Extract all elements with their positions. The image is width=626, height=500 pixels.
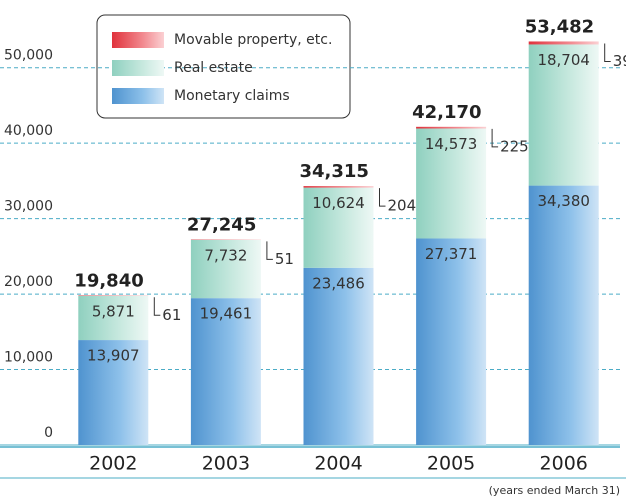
value-label: 14,573 [425, 135, 478, 153]
y-tick-label: 50,000 [4, 48, 53, 64]
legend-label: Movable property, etc. [174, 32, 332, 48]
bar-segment [78, 340, 149, 445]
total-label: 19,840 [74, 270, 143, 291]
y-tick-label: 20,000 [4, 274, 53, 290]
bar-segment [416, 128, 487, 239]
legend-swatch [112, 60, 164, 76]
value-label: 5,871 [92, 302, 135, 320]
y-tick-label: 40,000 [4, 123, 53, 139]
bar-segment [190, 239, 261, 299]
value-label: 397 [613, 52, 626, 70]
x-tick-label: 2004 [314, 453, 362, 475]
bar-segment [528, 185, 599, 445]
value-label: 19,461 [200, 305, 253, 323]
bar-segment [303, 187, 374, 268]
bar-segment [416, 238, 487, 445]
x-tick-label: 2003 [202, 453, 250, 475]
label-bracket [379, 188, 386, 207]
bar-segment [528, 41, 599, 45]
label-bracket [491, 128, 499, 148]
value-label: 10,624 [312, 194, 365, 212]
bar-segment [78, 295, 149, 341]
bar-segment [303, 267, 374, 445]
value-label: 27,371 [425, 245, 478, 263]
value-label: 225 [500, 137, 529, 155]
value-label: 204 [388, 197, 417, 215]
legend-swatch [112, 88, 164, 104]
value-label: 34,380 [537, 192, 590, 210]
value-label: 61 [162, 306, 181, 324]
total-label: 42,170 [412, 102, 481, 123]
value-label: 7,732 [204, 246, 247, 264]
label-bracket [266, 241, 273, 260]
value-label: 13,907 [87, 347, 140, 365]
total-label: 34,315 [300, 161, 369, 182]
total-label: 27,245 [187, 214, 256, 235]
bar-segment [303, 186, 374, 188]
legend-label: Monetary claims [174, 88, 290, 104]
legend-swatch [112, 32, 164, 48]
value-label: 51 [275, 250, 294, 268]
footnote: (years ended March 31) [489, 484, 620, 497]
x-tick-label: 2002 [89, 453, 137, 475]
value-label: 23,486 [312, 274, 365, 292]
value-label: 18,704 [537, 51, 590, 69]
x-tick-label: 2006 [540, 453, 588, 475]
bar-segment [416, 126, 487, 129]
y-tick-label: 10,000 [4, 350, 53, 366]
label-bracket [604, 43, 611, 62]
y-tick-label: 30,000 [4, 199, 53, 215]
label-bracket [153, 297, 161, 316]
x-tick-label: 2005 [427, 453, 475, 475]
bar-segment [528, 44, 599, 186]
bar-segment [190, 298, 261, 445]
legend-label: Real estate [174, 60, 253, 76]
total-label: 53,482 [525, 16, 594, 37]
y-tick-label: 0 [44, 425, 53, 441]
